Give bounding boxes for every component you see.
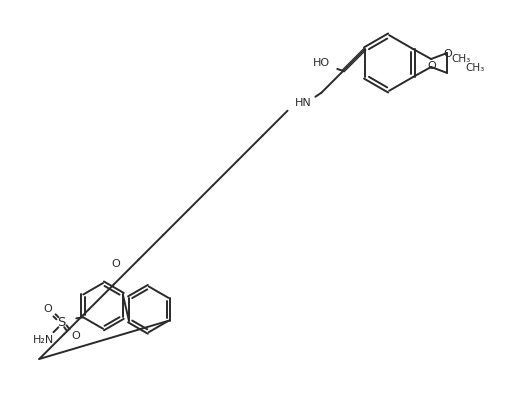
Text: O: O — [112, 259, 120, 269]
Text: O: O — [71, 331, 80, 341]
Text: CH₃: CH₃ — [451, 54, 470, 64]
Text: O: O — [43, 304, 52, 314]
Text: H₂N: H₂N — [33, 335, 54, 345]
Text: S: S — [57, 316, 66, 329]
Text: CH₃: CH₃ — [465, 63, 484, 73]
Text: HO: HO — [313, 58, 330, 68]
Text: O: O — [428, 61, 437, 71]
Text: HN: HN — [295, 98, 312, 108]
Text: O: O — [443, 49, 452, 59]
